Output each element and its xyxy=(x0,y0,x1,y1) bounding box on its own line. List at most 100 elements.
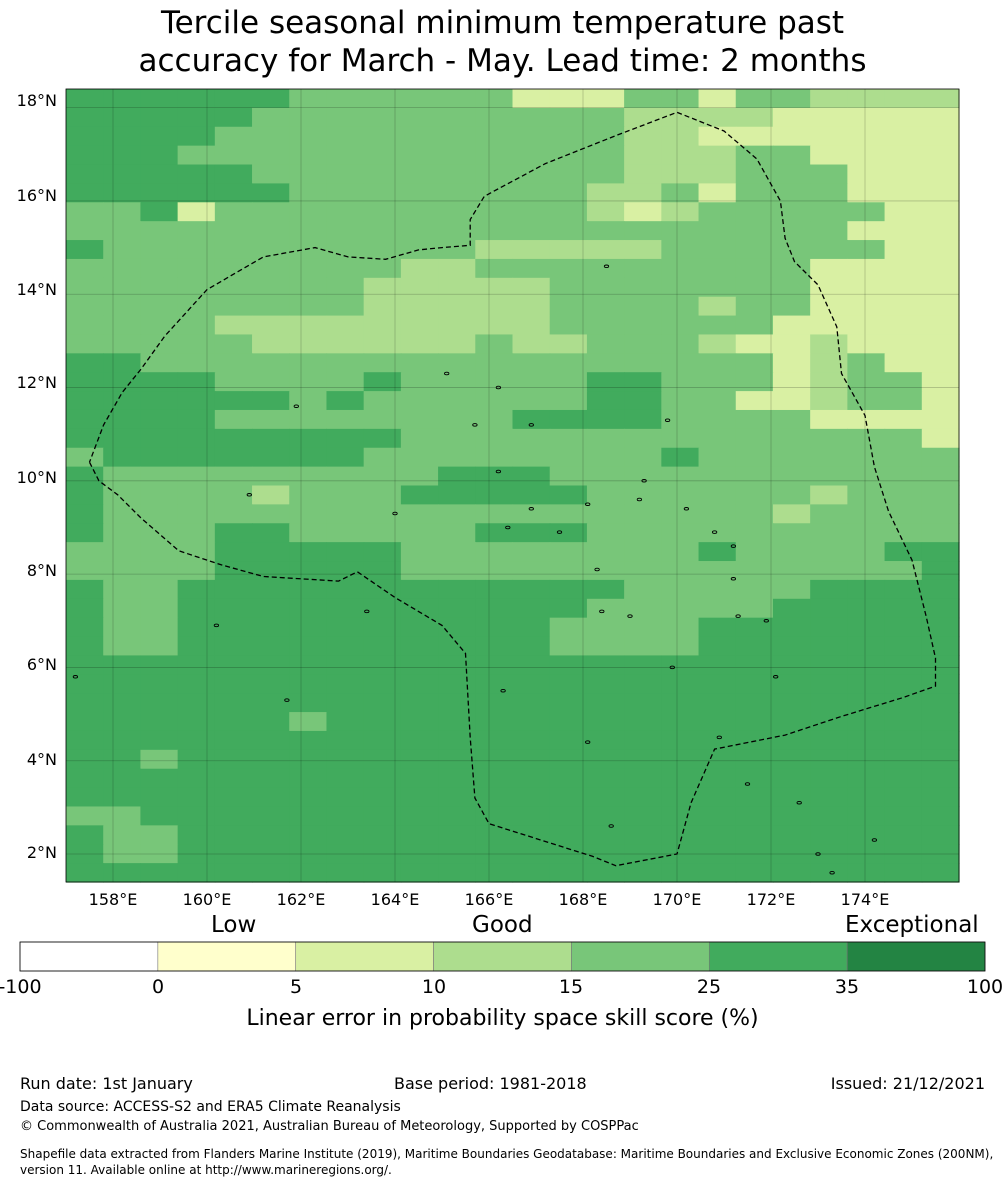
grid-cell xyxy=(438,561,476,581)
grid-cell xyxy=(475,655,514,675)
grid-cell xyxy=(586,504,625,524)
grid-cell xyxy=(624,372,662,392)
grid-cell xyxy=(586,844,625,864)
grid-cell xyxy=(66,674,104,694)
grid-cell xyxy=(177,428,216,449)
grid-cell xyxy=(103,145,142,166)
grid-cell xyxy=(400,674,439,694)
grid-cell xyxy=(66,749,104,770)
grid-cell xyxy=(438,466,476,487)
grid-cell xyxy=(624,145,662,166)
grid-cell xyxy=(847,240,886,260)
grid-cell xyxy=(624,258,662,279)
grid-cell xyxy=(624,523,662,543)
grid-cell xyxy=(549,258,588,279)
grid-cell xyxy=(363,409,402,430)
grid-cell xyxy=(177,693,216,713)
grid-cell xyxy=(772,466,811,487)
grid-cell xyxy=(66,617,104,638)
island xyxy=(669,665,675,670)
grid-cell xyxy=(512,258,551,279)
grid-cell xyxy=(66,353,104,373)
grid-cell xyxy=(735,145,774,166)
island xyxy=(829,870,835,875)
grid-cell xyxy=(103,655,142,675)
grid-cell xyxy=(177,145,216,166)
colorbar-label-exceptional: Exceptional xyxy=(845,912,979,938)
grid-cell xyxy=(772,221,811,241)
grid-cell xyxy=(326,617,365,638)
grid-cell xyxy=(549,579,588,600)
grid-cell xyxy=(884,391,923,411)
grid-cell xyxy=(921,730,960,751)
grid-cell xyxy=(549,693,588,713)
grid-cell xyxy=(884,353,923,373)
grid-cell xyxy=(586,89,625,109)
grid-cell xyxy=(140,542,179,562)
grid-cell xyxy=(661,391,700,411)
grid-cell xyxy=(884,730,923,751)
grid-cell xyxy=(884,523,923,543)
colorbar-tick-25: 25 xyxy=(696,976,722,998)
lat-tick-12n: 12°N xyxy=(16,373,57,392)
grid-cell xyxy=(586,258,625,279)
grid-cell xyxy=(326,768,365,789)
grid-cell xyxy=(921,240,960,260)
grid-cell xyxy=(512,768,551,789)
grid-cell xyxy=(289,655,328,675)
grid-cell xyxy=(177,164,216,184)
grid-cell xyxy=(214,145,253,166)
grid-cell xyxy=(772,844,811,864)
grid-cell xyxy=(289,787,328,808)
grid-cell xyxy=(847,391,886,411)
grid-cell xyxy=(698,145,737,166)
grid-cell xyxy=(66,372,104,392)
grid-cell xyxy=(512,409,551,430)
grid-cell xyxy=(549,542,588,562)
grid-cell xyxy=(735,126,774,147)
grid-cell xyxy=(438,126,476,147)
grid-cell xyxy=(810,787,848,808)
grid-cell xyxy=(289,315,328,336)
grid-cell xyxy=(624,202,662,222)
grid-cell xyxy=(289,353,328,373)
grid-cell xyxy=(772,825,811,845)
island xyxy=(585,740,591,744)
grid-cell xyxy=(624,542,662,562)
island xyxy=(594,567,600,572)
grid-cell xyxy=(847,221,886,241)
grid-cell xyxy=(921,391,960,411)
island xyxy=(528,507,534,511)
grid-cell xyxy=(624,107,662,128)
grid-cell xyxy=(512,825,551,845)
grid-cell xyxy=(586,202,625,222)
grid-cell xyxy=(772,617,811,638)
grid-cell xyxy=(214,730,253,751)
grid-cell xyxy=(214,164,253,184)
grid-cell xyxy=(400,126,439,147)
grid-cell xyxy=(698,164,737,184)
grid-cell xyxy=(252,315,290,336)
grid-cell xyxy=(214,409,253,430)
grid-cell xyxy=(66,183,104,203)
grid-cell xyxy=(177,825,216,845)
grid-cell xyxy=(847,730,886,751)
grid-cell xyxy=(921,183,960,203)
grid-cell xyxy=(475,164,514,184)
grid-cell xyxy=(810,202,848,222)
grid-cell xyxy=(400,315,439,336)
grid-cell xyxy=(289,674,328,694)
grid-cell xyxy=(177,334,216,354)
grid-cell xyxy=(326,315,365,336)
grid-cell xyxy=(512,89,551,109)
grid-cell xyxy=(661,353,700,373)
grid-cell xyxy=(884,466,923,487)
grid-cell xyxy=(438,240,476,260)
grid-cell xyxy=(400,183,439,203)
grid-cell xyxy=(66,579,104,600)
grid-cell xyxy=(400,730,439,751)
grid-cell xyxy=(177,315,216,336)
grid-cell xyxy=(140,89,179,109)
chart-title: Tercile seasonal minimum temperature pas… xyxy=(0,4,1005,80)
grid-cell xyxy=(884,844,923,864)
